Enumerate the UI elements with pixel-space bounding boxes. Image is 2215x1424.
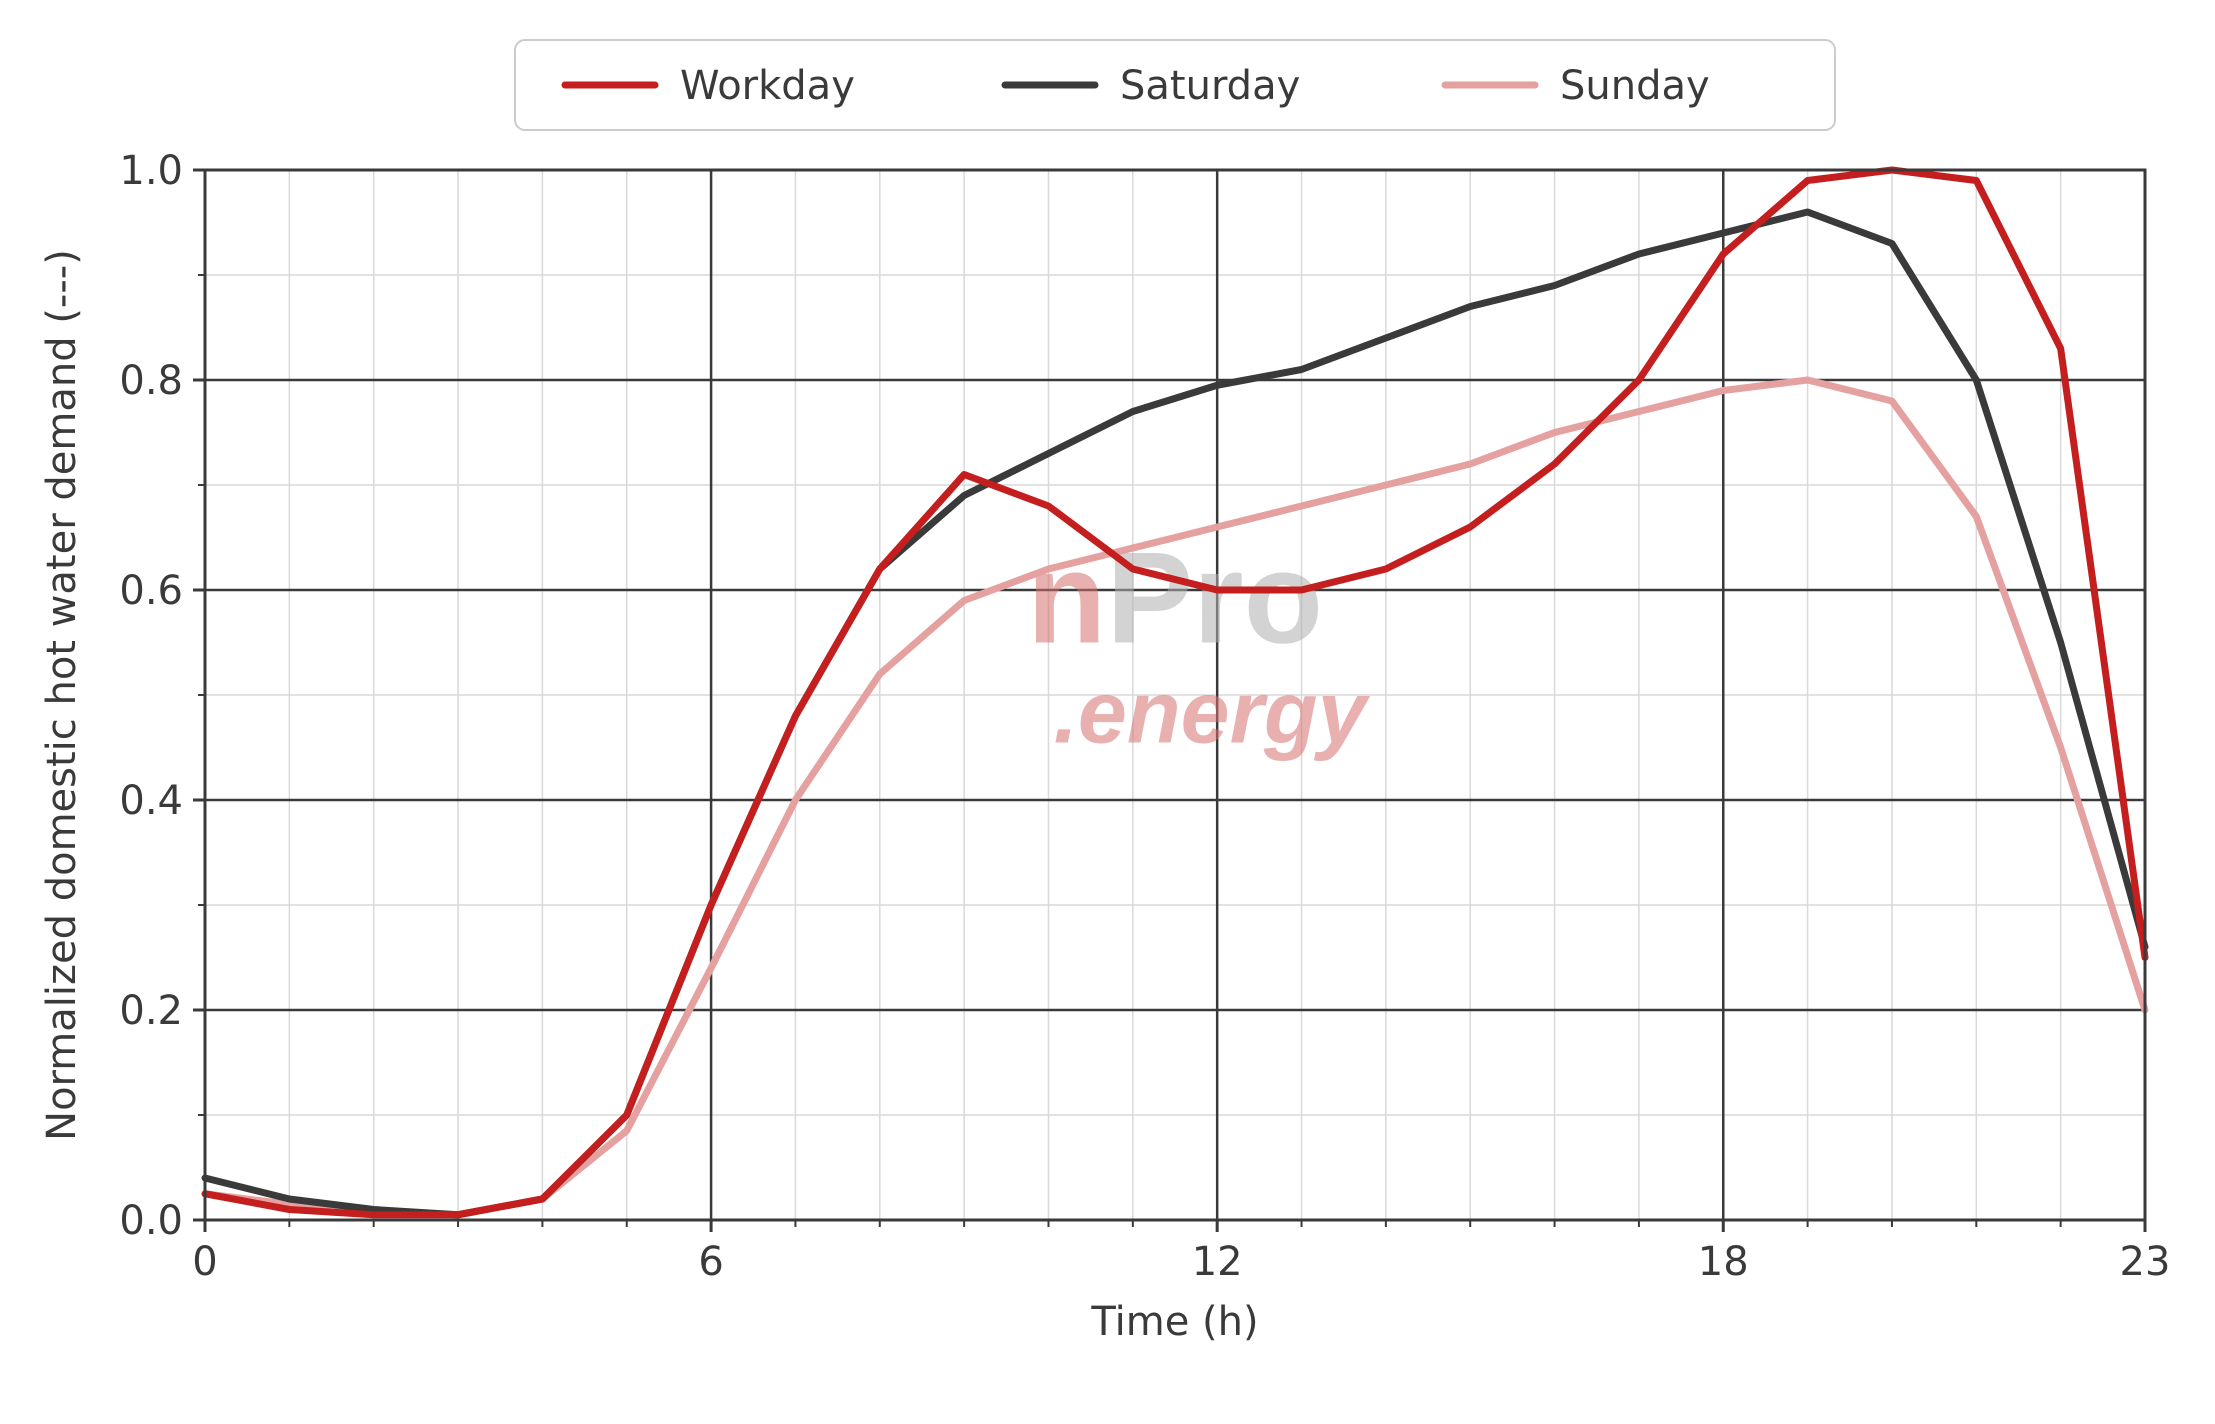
ytick-label: 0.2	[119, 988, 183, 1034]
chart-container: nPro.energy 0 6 12 18 23 0.0 0.2 0.4 0.6 0.8 1.0 Tim…	[20, 20, 2195, 1404]
ytick-label: 0.0	[119, 1198, 183, 1244]
watermark-sub: .energy	[1053, 663, 1370, 762]
legend-label: Sunday	[1560, 63, 1710, 109]
xtick-label: 18	[1698, 1239, 1749, 1285]
ytick-label: 0.4	[119, 778, 183, 824]
xtick-label: 6	[698, 1239, 723, 1285]
watermark-main: nPro	[1027, 525, 1323, 671]
xtick-label: 12	[1192, 1239, 1243, 1285]
legend-label: Saturday	[1120, 63, 1300, 109]
xtick-label: 0	[192, 1239, 217, 1285]
y-axis-label: Normalized domestic hot water demand (--…	[39, 249, 85, 1141]
ytick-label: 0.6	[119, 568, 183, 614]
ytick-label: 1.0	[119, 148, 183, 194]
line-chart: nPro.energy 0 6 12 18 23 0.0 0.2 0.4 0.6 0.8 1.0 Tim…	[20, 20, 2195, 1404]
x-axis-label: Time (h)	[1090, 1299, 1258, 1345]
xtick-label: 23	[2120, 1239, 2171, 1285]
ytick-label: 0.8	[119, 358, 183, 404]
legend-label: Workday	[680, 63, 855, 109]
